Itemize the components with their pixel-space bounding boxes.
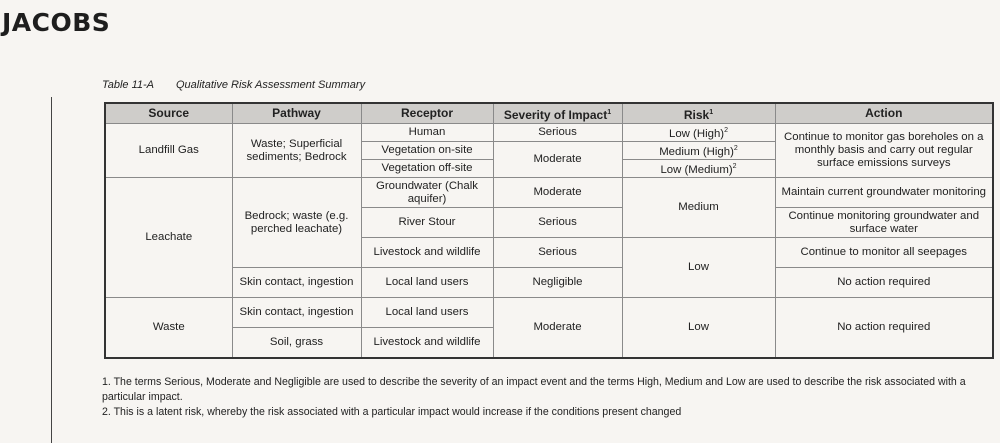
- action-cell: Continue monitoring groundwater and surf…: [774, 207, 994, 238]
- risk-cell: Medium (High)2: [621, 141, 776, 160]
- receptor-cell: Local land users: [360, 297, 494, 328]
- pathway-cell: Skin contact, ingestion: [231, 267, 362, 298]
- pathway-cell: Waste; Superficial sediments; Bedrock: [231, 123, 362, 178]
- pathway-cell: Soil, grass: [231, 327, 362, 358]
- table-number: Table 11-A: [102, 79, 154, 91]
- company-logo: JACOBS: [2, 8, 111, 37]
- receptor-cell: Human: [360, 123, 494, 142]
- pathway-cell: Skin contact, ingestion: [231, 297, 362, 328]
- action-cell: Maintain current groundwater monitoring: [774, 177, 994, 208]
- margin-rule: [51, 97, 52, 443]
- risk-assessment-table: Source Pathway Receptor Severity of Impa…: [104, 102, 994, 359]
- table-notes: 1. The terms Serious, Moderate and Negli…: [102, 375, 997, 420]
- header-risk: Risk1: [621, 102, 776, 124]
- footnote-2: 2. This is a latent risk, whereby the ri…: [102, 406, 682, 418]
- table-row: Leachate Bedrock; waste (e.g. perched le…: [104, 177, 994, 298]
- receptor-cell: Livestock and wildlife: [360, 237, 494, 268]
- footnote-ref: 2: [733, 145, 738, 153]
- action-cell: No action required: [774, 267, 994, 298]
- severity-cell: Moderate: [492, 177, 623, 208]
- risk-cell: Medium: [621, 177, 776, 238]
- action-cell: Continue to monitor all seepages: [774, 237, 994, 268]
- header-source: Source: [104, 102, 233, 124]
- severity-cell: Serious: [492, 237, 623, 268]
- pathway-cell: Bedrock; waste (e.g. perched leachate): [231, 177, 362, 268]
- table-row: Waste Skin contact, ingestion Local land…: [104, 297, 994, 358]
- severity-cell: Serious: [492, 123, 623, 142]
- footnote-ref: 1: [607, 108, 612, 116]
- risk-value: Low (Medium): [660, 163, 733, 176]
- footnote-ref: 1: [709, 108, 714, 116]
- receptor-cell: Groundwater (Chalk aquifer): [360, 177, 494, 208]
- severity-cell: Serious: [492, 207, 623, 238]
- footnote-1: 1. The terms Serious, Moderate and Negli…: [102, 376, 966, 403]
- severity-cell: Negligible: [492, 267, 623, 298]
- footnote-ref: 2: [732, 163, 737, 171]
- risk-cell: Low (High)2: [621, 123, 776, 142]
- source-cell: Leachate: [104, 177, 233, 298]
- footnote-ref: 2: [724, 127, 728, 135]
- header-risk-label: Risk: [683, 107, 710, 122]
- risk-cell: Low: [621, 297, 776, 358]
- risk-value: Low (High): [669, 127, 725, 140]
- table-row: Soil, grass Livestock and wildlife: [105, 327, 993, 358]
- receptor-cell: Vegetation off-site: [360, 159, 494, 178]
- header-row: Source Pathway Receptor Severity of Impa…: [104, 102, 994, 124]
- table-title: Qualitative Risk Assessment Summary: [175, 79, 366, 91]
- receptor-cell: Local land users: [360, 267, 494, 298]
- table-caption: Table 11-A Qualitative Risk Assessment Su…: [102, 79, 365, 91]
- header-receptor: Receptor: [360, 102, 494, 124]
- header-pathway: Pathway: [231, 102, 362, 124]
- risk-cell: Low: [621, 237, 776, 298]
- receptor-cell: Livestock and wildlife: [360, 327, 494, 358]
- receptor-cell: Vegetation on-site: [360, 141, 494, 160]
- receptor-cell: River Stour: [360, 207, 494, 238]
- header-severity-label: Severity of Impact: [503, 107, 608, 122]
- table-row: Landfill Gas Waste; Superficial sediment…: [104, 123, 994, 178]
- source-cell: Landfill Gas: [104, 123, 233, 178]
- source-cell: Waste: [104, 297, 233, 358]
- header-action: Action: [774, 102, 994, 124]
- table-row: Livestock and wildlife Serious Low Conti…: [105, 237, 994, 298]
- action-cell: No action required: [774, 297, 994, 358]
- table-row: River Stour Serious Continue monitoring …: [105, 207, 994, 238]
- severity-cell: Moderate: [492, 297, 623, 358]
- action-cell: Continue to monitor gas boreholes on a m…: [774, 123, 994, 178]
- header-severity: Severity of Impact1: [492, 102, 623, 124]
- table-row: Skin contact, ingestion Local land users…: [105, 267, 994, 298]
- risk-value: Medium (High): [659, 145, 734, 158]
- severity-cell: Moderate: [492, 141, 623, 178]
- risk-cell: Low (Medium)2: [621, 159, 776, 178]
